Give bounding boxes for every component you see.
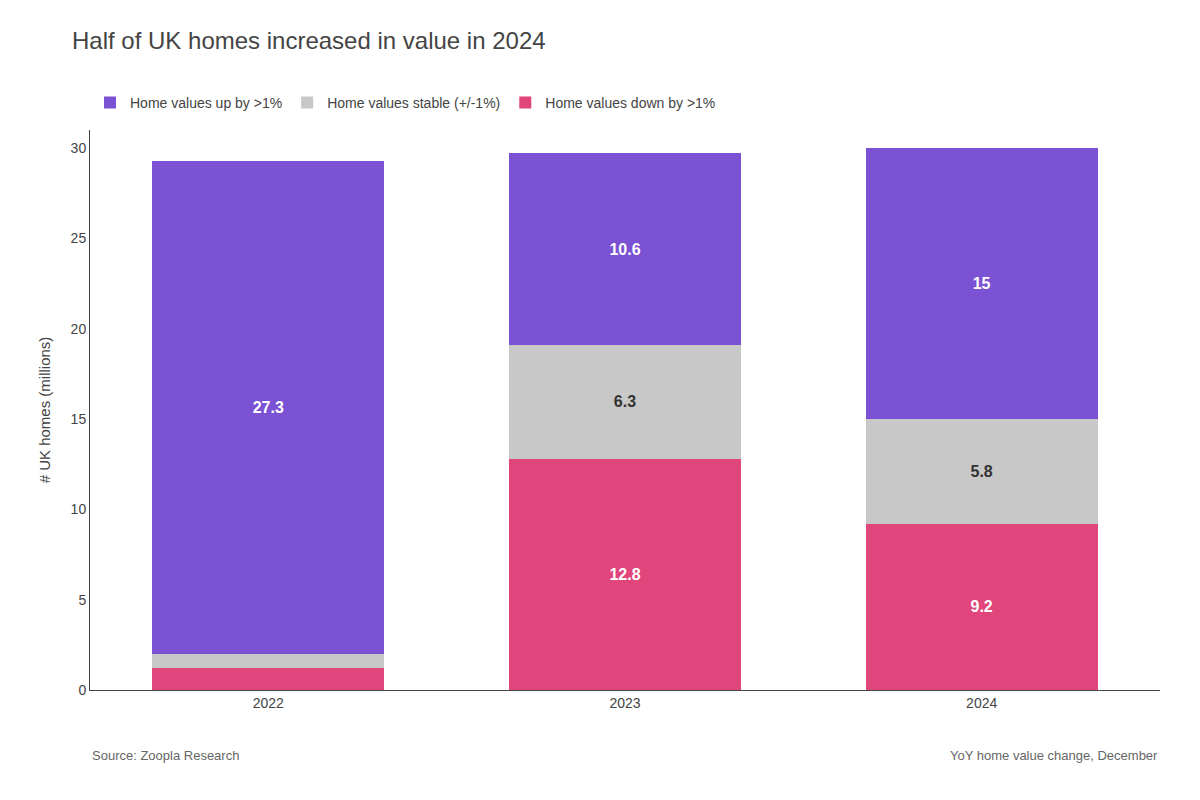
svg-text:6.3: 6.3 — [614, 393, 636, 410]
svg-text:# UK homes (millions): # UK homes (millions) — [36, 337, 53, 484]
svg-text:20: 20 — [71, 321, 87, 337]
svg-text:YoY home value change, Decembe: YoY home value change, December — [950, 748, 1158, 763]
svg-text:Home values stable (+/-1%): Home values stable (+/-1%) — [327, 95, 500, 111]
svg-text:Home values down by >1%: Home values down by >1% — [545, 95, 715, 111]
svg-text:15: 15 — [71, 411, 87, 427]
svg-text:27.3: 27.3 — [253, 399, 284, 416]
svg-text:2023: 2023 — [609, 695, 640, 711]
svg-text:Source: Zoopla Research: Source: Zoopla Research — [92, 748, 239, 763]
svg-text:Half of UK homes increased in: Half of UK homes increased in value in 2… — [72, 27, 546, 54]
svg-text:5: 5 — [78, 592, 86, 608]
svg-text:25: 25 — [71, 230, 87, 246]
svg-text:9.2: 9.2 — [970, 598, 992, 615]
svg-text:2024: 2024 — [966, 695, 997, 711]
svg-text:2022: 2022 — [253, 695, 284, 711]
svg-text:Home values up by >1%: Home values up by >1% — [130, 95, 282, 111]
svg-text:30: 30 — [71, 140, 87, 156]
svg-text:10.6: 10.6 — [609, 241, 640, 258]
svg-text:15: 15 — [973, 275, 991, 292]
svg-text:5.8: 5.8 — [970, 463, 992, 480]
svg-text:0: 0 — [78, 682, 86, 698]
svg-text:12.8: 12.8 — [609, 566, 640, 583]
svg-text:10: 10 — [71, 501, 87, 517]
